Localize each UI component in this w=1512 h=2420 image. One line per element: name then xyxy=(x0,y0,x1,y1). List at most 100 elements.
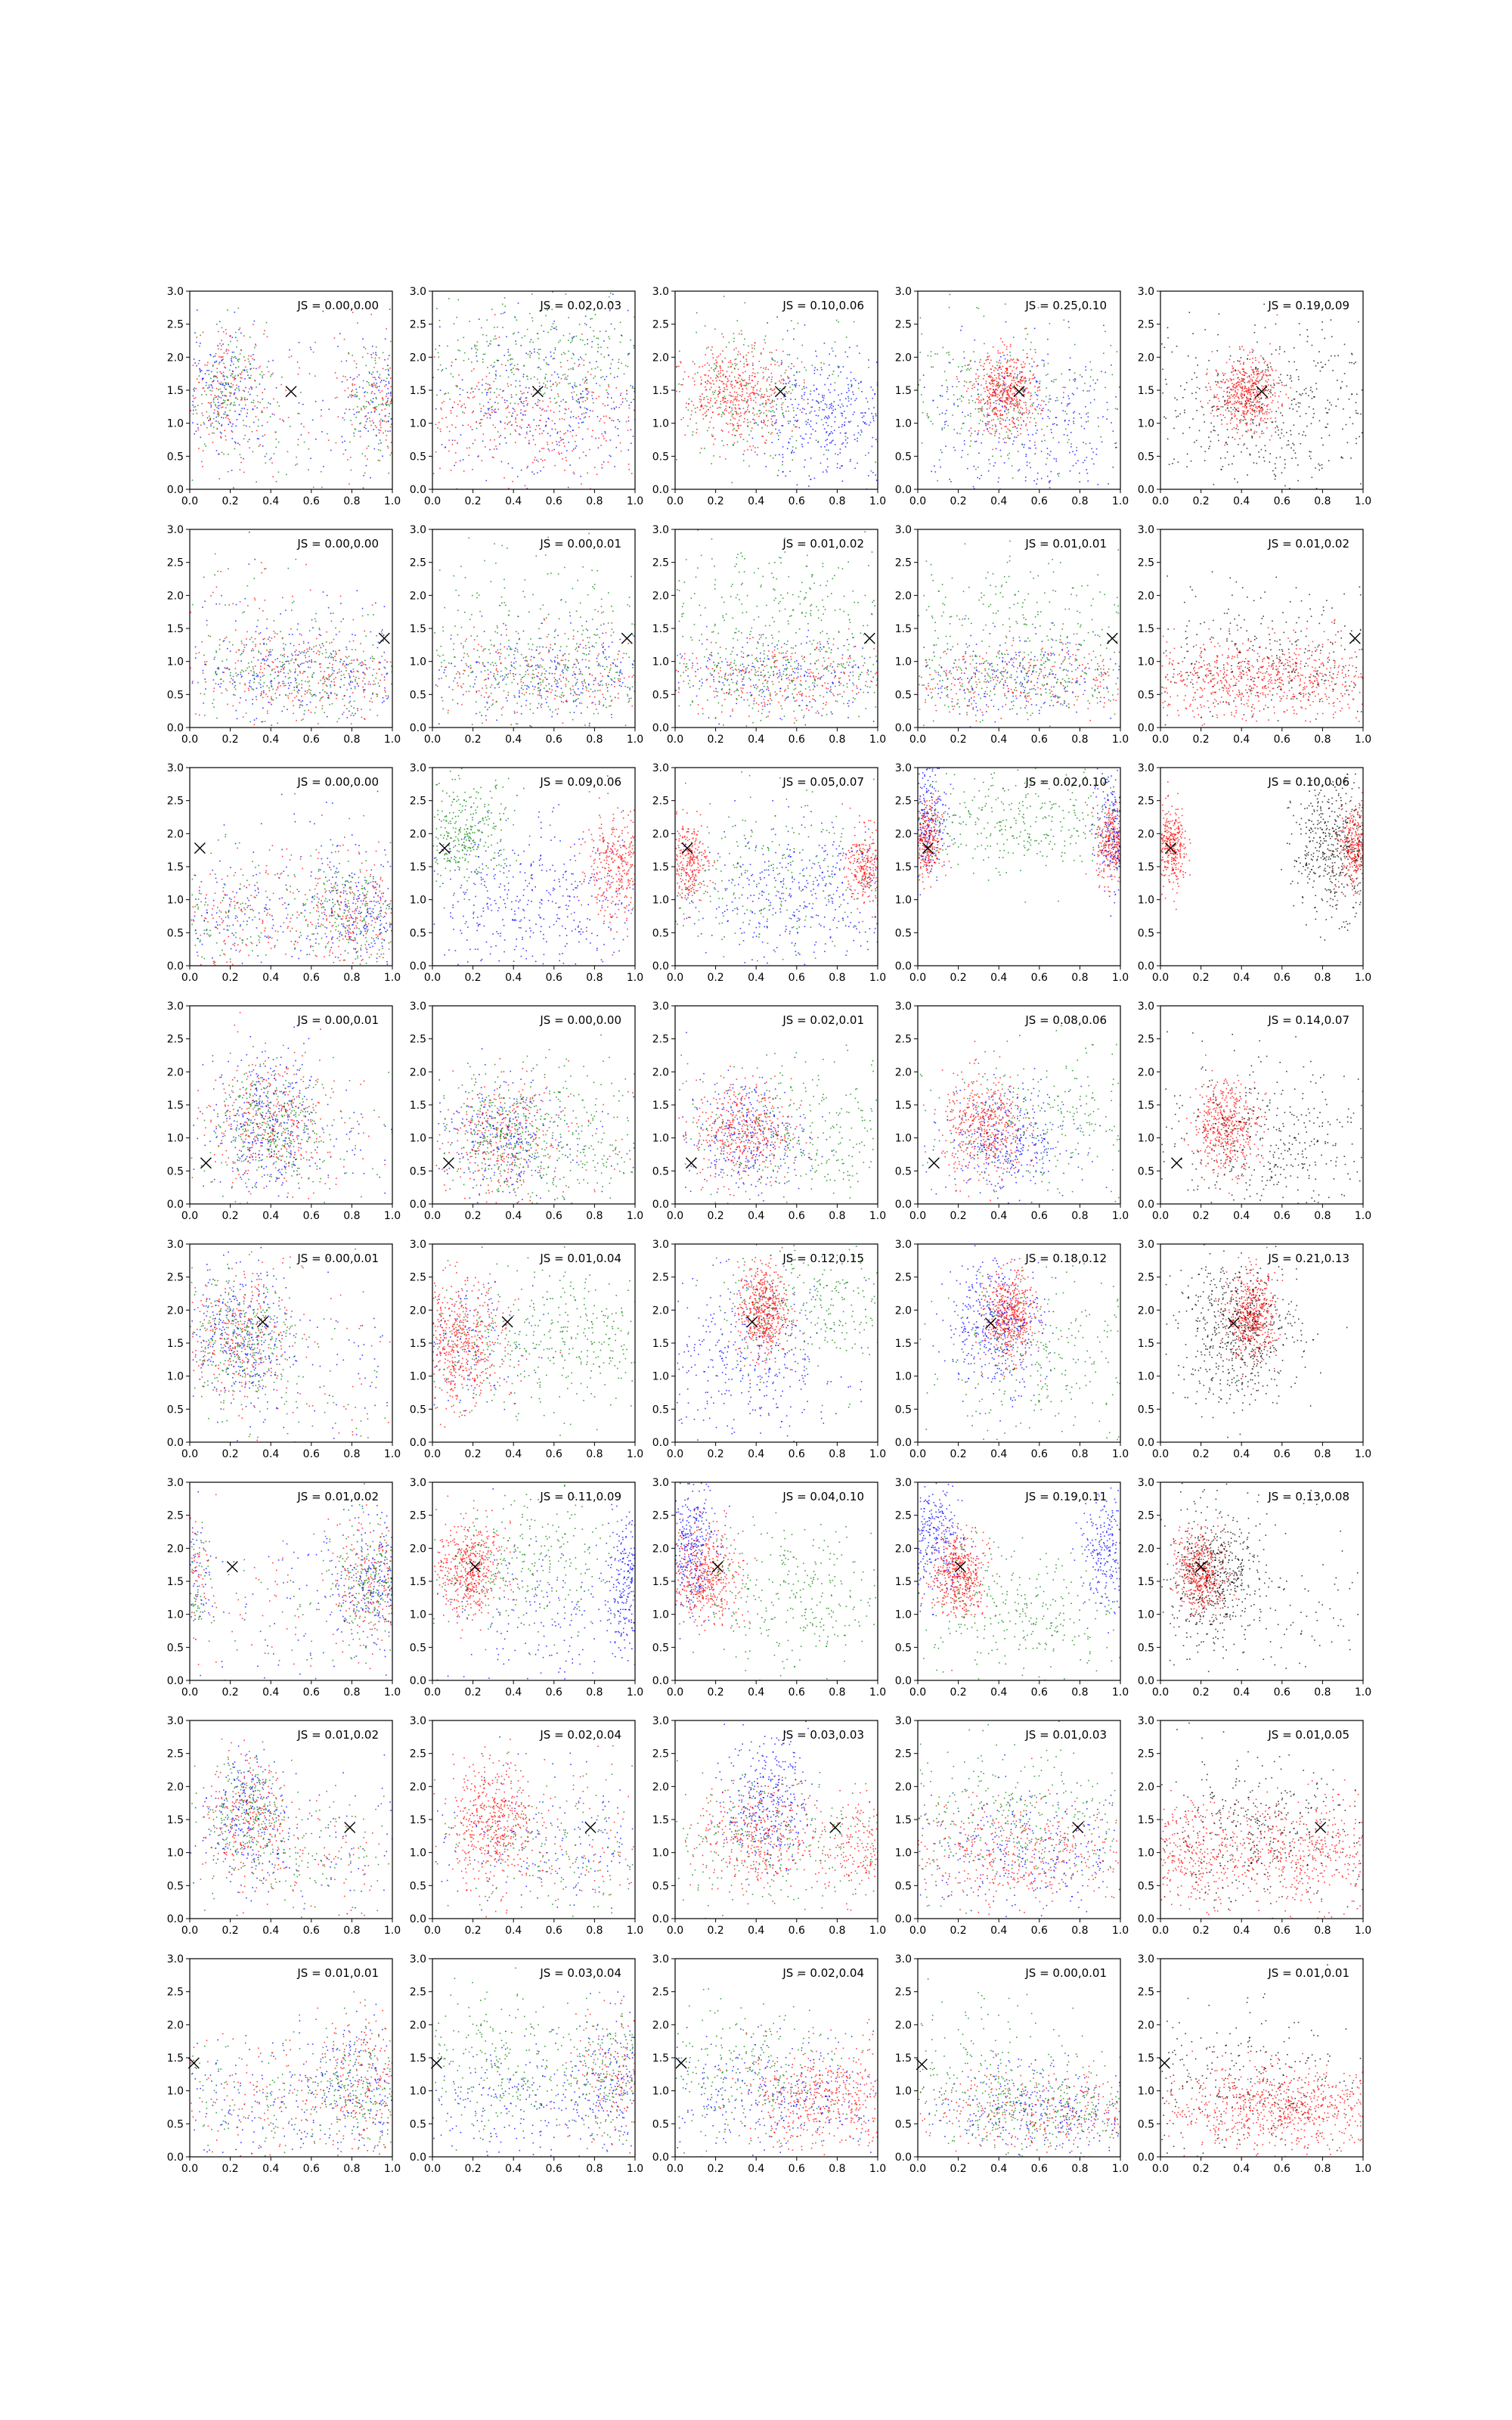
scatter-point-green xyxy=(531,320,534,322)
scatter-point-red xyxy=(765,400,767,402)
scatter-point-green xyxy=(231,373,234,375)
scatter-point-green xyxy=(519,380,521,382)
scatter-point-red xyxy=(680,419,683,420)
scatter-point-green xyxy=(191,479,194,481)
scatter-point-blue xyxy=(807,419,809,420)
scatter-point-red xyxy=(704,374,705,376)
scatter-point-red xyxy=(216,368,218,369)
y-tick-label: 2.5 xyxy=(167,319,184,331)
scatter-point-red xyxy=(1251,435,1253,437)
scatter-point-red xyxy=(736,392,738,393)
scatter-point-green xyxy=(1021,377,1022,379)
scatter-point-black xyxy=(1256,341,1258,343)
scatter-point-red xyxy=(1040,413,1042,415)
scatter-point-green xyxy=(973,351,974,352)
scatter-point-red xyxy=(1013,410,1015,411)
scatter-point-red xyxy=(725,383,727,385)
scatter-point-red xyxy=(1247,376,1248,378)
scatter-point-red xyxy=(1227,402,1229,404)
scatter-point-blue xyxy=(872,436,874,439)
scatter-point-blue xyxy=(584,380,586,382)
scatter-point-red xyxy=(1005,399,1007,401)
scatter-point-blue xyxy=(221,424,223,426)
scatter-point-black xyxy=(1308,406,1310,408)
scatter-point-red xyxy=(468,397,470,399)
scatter-point-green xyxy=(355,429,357,430)
scatter-point-blue xyxy=(1028,447,1030,449)
scatter-point-green xyxy=(494,361,495,363)
scatter-point-black xyxy=(1214,430,1216,432)
scatter-point-blue xyxy=(578,422,580,424)
scatter-point-green xyxy=(485,334,488,337)
scatter-point-green xyxy=(1012,477,1014,479)
scatter-point-red xyxy=(296,463,298,465)
scatter-point-blue xyxy=(310,458,311,459)
scatter-point-blue xyxy=(384,359,386,361)
scatter-point-green xyxy=(435,349,437,350)
scatter-point-red xyxy=(735,435,736,436)
scatter-point-blue xyxy=(506,336,507,337)
scatter-point-red xyxy=(606,392,609,393)
scatter-point-green xyxy=(1037,307,1040,309)
scatter-point-blue xyxy=(554,423,556,424)
scatter-point-red xyxy=(694,383,696,386)
scatter-point-green xyxy=(516,363,519,365)
scatter-point-red xyxy=(1232,370,1235,372)
scatter-point-blue xyxy=(439,326,441,327)
scatter-point-red xyxy=(734,386,736,387)
scatter-point-blue xyxy=(859,352,860,354)
scatter-point-red xyxy=(485,413,487,414)
scatter-point-green xyxy=(1013,408,1015,410)
scatter-point-red xyxy=(508,422,510,424)
scatter-point-black xyxy=(1221,419,1222,421)
scatter-point-red xyxy=(1246,424,1247,426)
scatter-point-black xyxy=(1161,343,1163,345)
scatter-point-green xyxy=(453,323,455,324)
y-tick-label: 1.5 xyxy=(167,385,184,397)
scatter-point-blue xyxy=(782,425,784,427)
scatter-point-red xyxy=(1006,399,1008,400)
scatter-point-black xyxy=(1166,383,1167,385)
scatter-point-red xyxy=(716,361,718,363)
scatter-point-red xyxy=(759,413,761,414)
scatter-point-blue xyxy=(997,369,999,371)
scatter-point-red xyxy=(997,373,999,374)
scatter-point-blue xyxy=(556,328,557,330)
scatter-point-red xyxy=(1234,394,1235,396)
scatter-point-green xyxy=(733,337,735,340)
scatter-point-red xyxy=(357,322,358,324)
scatter-point-red xyxy=(1251,349,1253,350)
scatter-point-green xyxy=(1004,437,1006,439)
scatter-point-green xyxy=(350,469,352,471)
scatter-point-red xyxy=(1233,397,1235,399)
scatter-point-black xyxy=(1186,453,1188,455)
scatter-point-green xyxy=(243,397,246,399)
scatter-point-green xyxy=(388,415,390,417)
scatter-point-blue xyxy=(829,442,831,444)
scatter-point-red xyxy=(1002,352,1004,353)
scatter-point-red xyxy=(987,356,988,358)
scatter-point-blue xyxy=(1069,451,1070,454)
scatter-point-red xyxy=(376,387,378,389)
scatter-point-red xyxy=(1005,346,1008,348)
scatter-point-green xyxy=(992,379,993,380)
scatter-point-black xyxy=(1355,361,1356,363)
scatter-point-red xyxy=(1009,405,1012,408)
scatter-point-blue xyxy=(816,401,818,402)
scatter-point-green xyxy=(792,389,794,391)
scatter-point-black xyxy=(1321,437,1322,439)
scatter-point-red xyxy=(1024,380,1026,382)
y-tick-label: 0.0 xyxy=(167,484,184,496)
scatter-point-red xyxy=(720,430,723,431)
scatter-point-green xyxy=(704,325,706,327)
scatter-point-blue xyxy=(538,366,540,368)
scatter-point-red xyxy=(749,395,751,397)
scatter-point-red xyxy=(1226,391,1228,392)
scatter-point-blue xyxy=(615,406,617,408)
scatter-point-red xyxy=(678,365,680,368)
scatter-point-green xyxy=(237,307,240,309)
scatter-point-blue xyxy=(489,448,491,451)
scatter-point-blue xyxy=(512,408,514,409)
scatter-point-red xyxy=(978,396,980,398)
scatter-point-green xyxy=(937,479,938,482)
